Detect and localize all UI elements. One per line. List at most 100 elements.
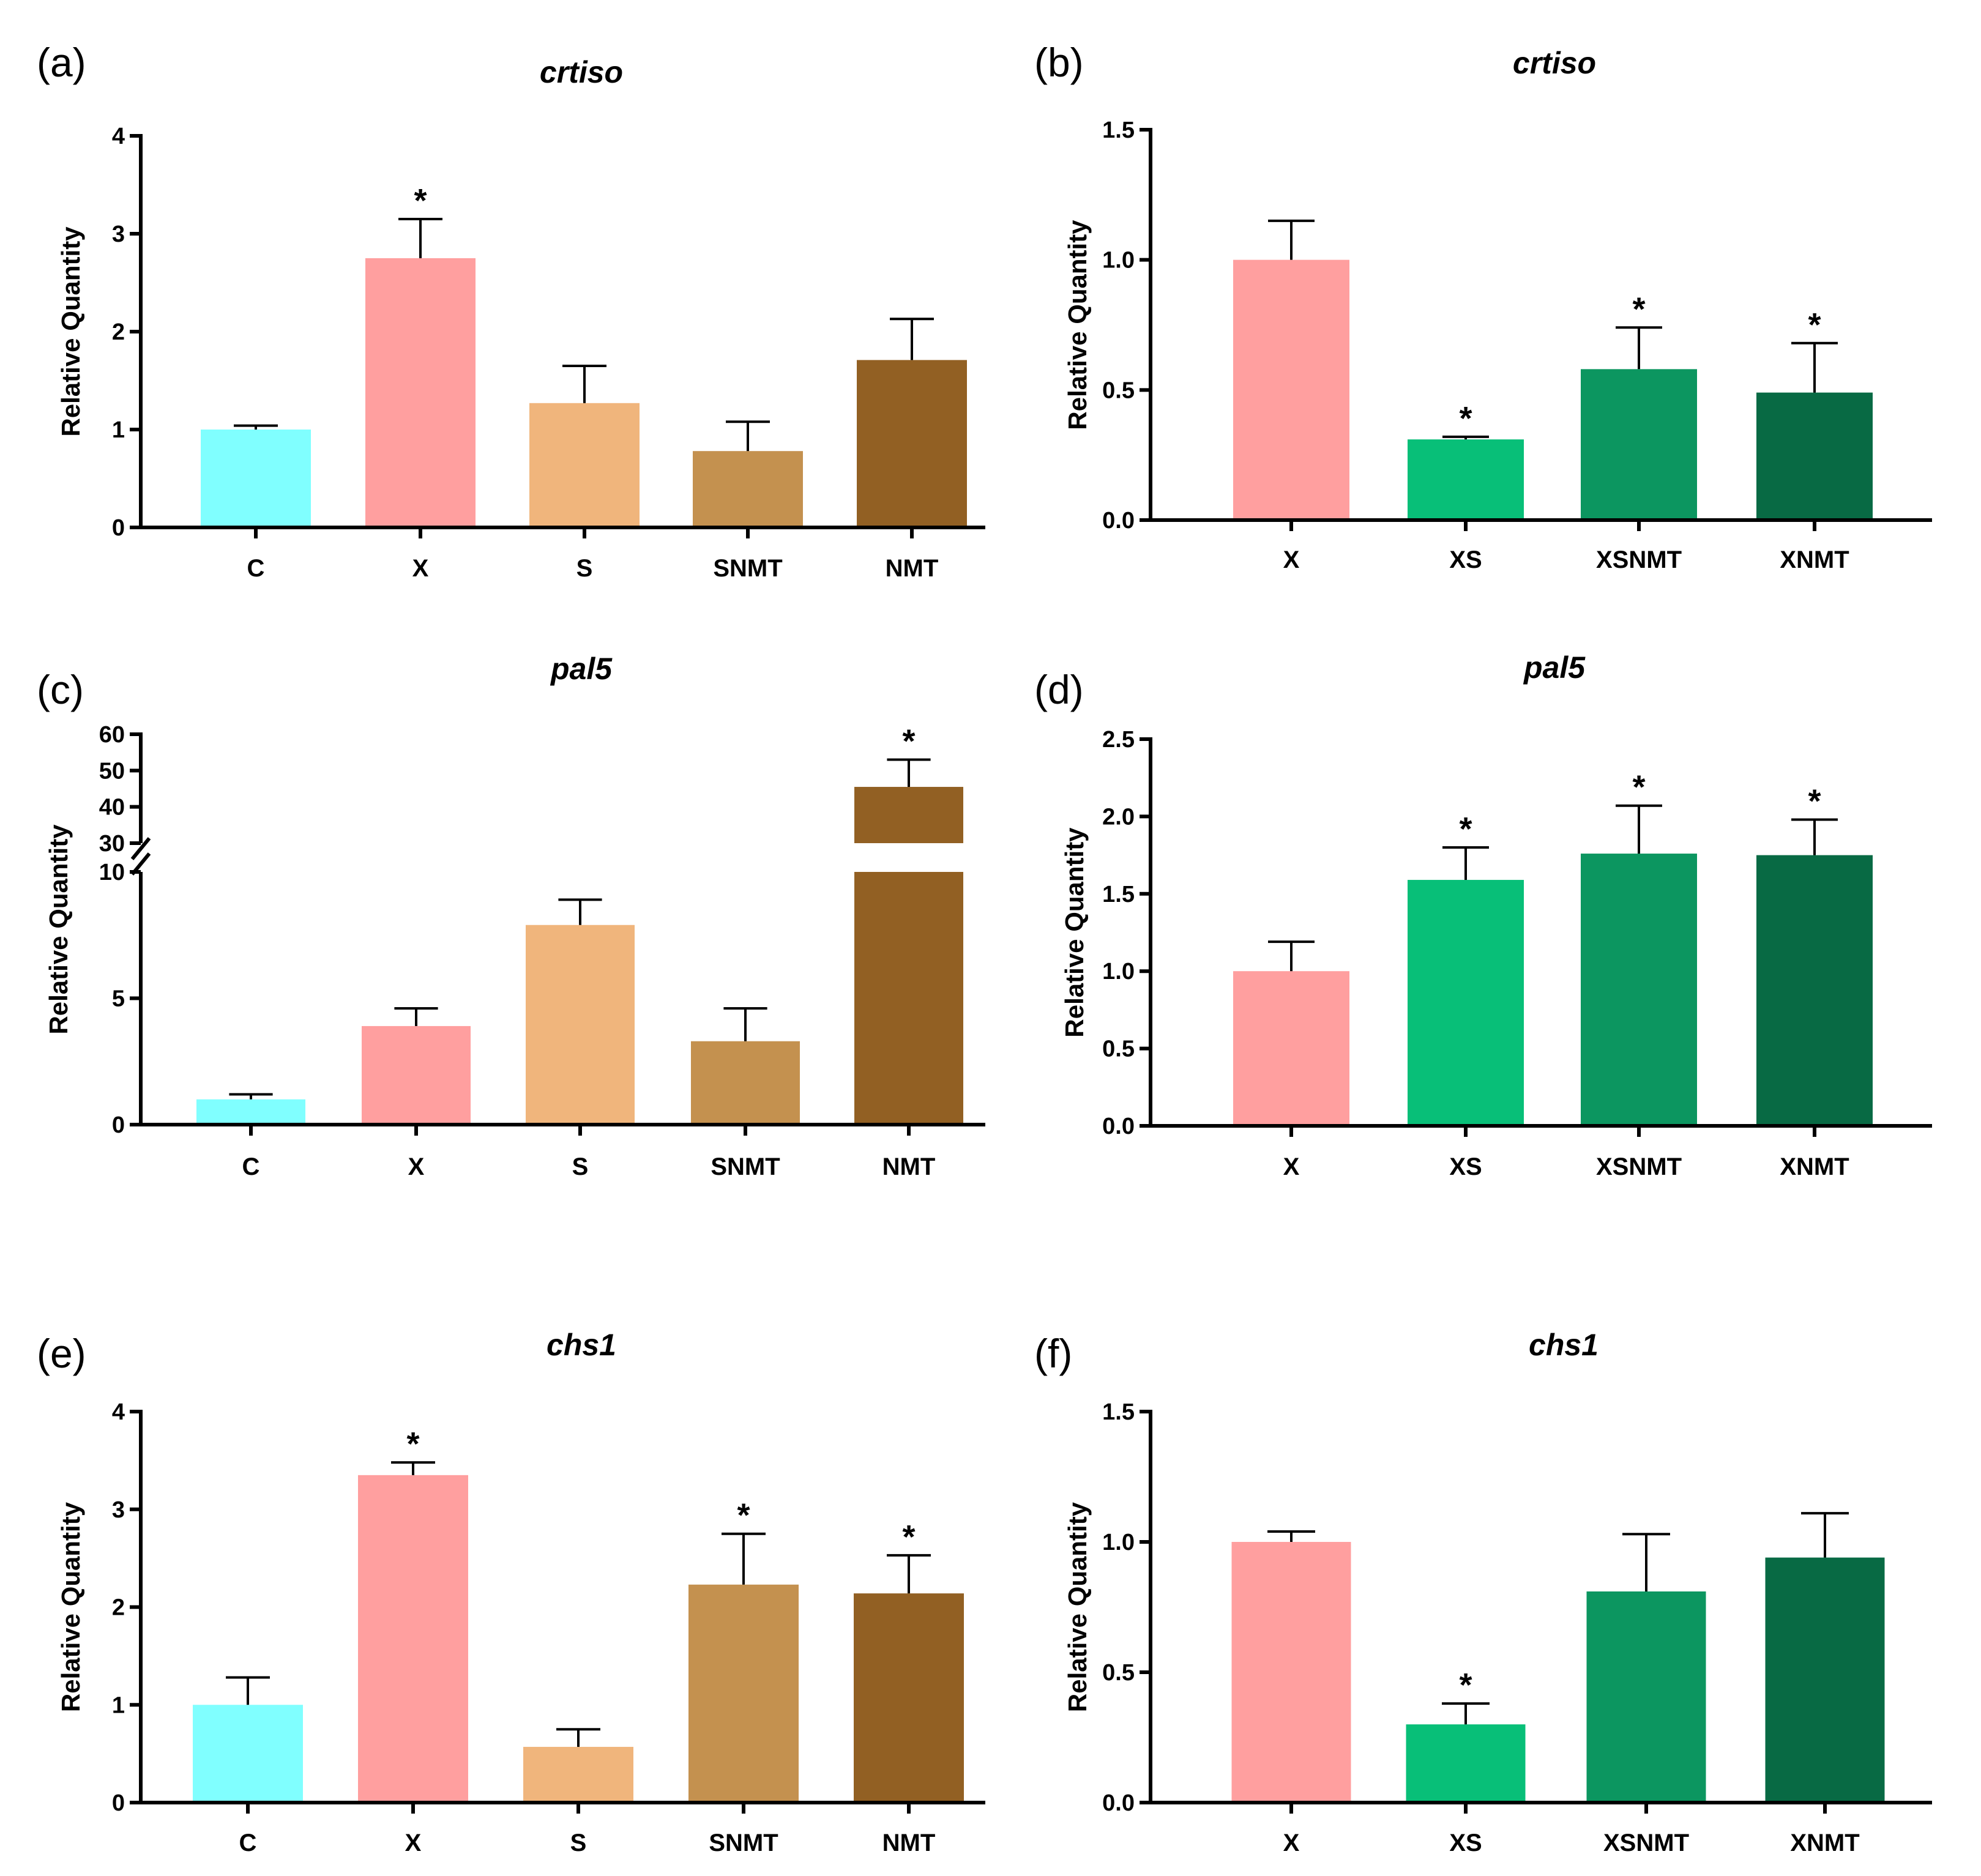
y-tick-label: 1.0 [1102, 1530, 1135, 1555]
y-tick-label: 2.0 [1102, 804, 1135, 830]
bar [362, 1025, 471, 1123]
bar [193, 1705, 303, 1801]
y-tick-label: 50 [99, 758, 125, 784]
y-tick-label: 4 [112, 1399, 125, 1425]
x-tick-label: X [412, 555, 429, 582]
significance-marker: * [406, 1426, 419, 1462]
bar [1581, 854, 1697, 1124]
bar [693, 451, 803, 526]
y-axis-label: Relative Quantity [1063, 1502, 1092, 1712]
panel-label: (c) [37, 667, 84, 712]
y-tick-label: 0 [112, 1790, 125, 1816]
x-tick-label: NMT [886, 555, 939, 582]
chart-title: crtiso [1513, 46, 1596, 80]
y-tick-label: 30 [99, 831, 125, 857]
y-tick-label: 60 [99, 722, 125, 748]
bar [857, 360, 967, 526]
y-tick-label: 0.0 [1102, 1114, 1135, 1139]
significance-marker: * [1459, 811, 1472, 847]
x-tick-label: SNMT [711, 1153, 780, 1180]
panel-b: (b) crtiso Relative Quantity 0.0 0.5 1.0 1.5 X X… [1034, 40, 1932, 573]
x-tick-label: XNMT [1780, 546, 1849, 573]
x-tick-label: XNMT [1780, 1153, 1849, 1180]
significance-marker: * [1808, 307, 1821, 343]
significance-marker: * [1808, 783, 1821, 819]
bar [529, 403, 640, 526]
x-tick-label: C [239, 1829, 257, 1856]
x-tick-label: S [570, 1829, 587, 1856]
y-tick-label: 0 [112, 515, 125, 541]
bar [1765, 1557, 1885, 1801]
y-tick-label: 0 [112, 1112, 125, 1138]
x-tick-label: X [408, 1153, 425, 1180]
bar [688, 1584, 799, 1801]
significance-marker: * [1632, 769, 1645, 806]
x-tick-label: XSNMT [1596, 1153, 1682, 1180]
y-tick-label: 0.0 [1102, 508, 1135, 534]
bar [1408, 439, 1524, 518]
y-tick-label: 5 [112, 986, 125, 1012]
x-tick-label: S [572, 1153, 589, 1180]
x-tick-label: C [247, 555, 265, 582]
bar [1408, 880, 1524, 1124]
y-tick-label: 1.5 [1102, 117, 1135, 143]
significance-marker: * [1632, 291, 1645, 327]
significance-marker: * [902, 723, 915, 760]
panel-label: (a) [37, 40, 86, 85]
x-tick-label: XS [1449, 546, 1482, 573]
bar [196, 1099, 305, 1123]
x-tick-label: XS [1449, 1829, 1482, 1856]
y-tick-label: 2.5 [1102, 727, 1135, 753]
y-tick-label: 10 [99, 860, 125, 885]
bar [1233, 971, 1349, 1124]
bar [854, 1593, 964, 1801]
x-tick-label: NMT [882, 1829, 936, 1856]
y-axis-label: Relative Quantity [56, 1502, 85, 1712]
chart-title: chs1 [547, 1328, 616, 1362]
x-tick-label: X [405, 1829, 422, 1856]
bar [1406, 1724, 1526, 1801]
chart-title: chs1 [1529, 1328, 1599, 1362]
y-tick-label: 0.5 [1102, 1660, 1135, 1686]
bar [526, 925, 635, 1123]
panel-label: (e) [37, 1331, 86, 1376]
bar [1756, 392, 1873, 518]
y-tick-label: 40 [99, 795, 125, 821]
bar-upper-segment [854, 787, 963, 843]
bar [358, 1475, 468, 1801]
bar [1581, 369, 1697, 518]
y-tick-label: 1 [112, 417, 125, 443]
panel-label: (d) [1034, 667, 1084, 712]
panel-label: (f) [1034, 1331, 1072, 1376]
bar [365, 258, 476, 526]
x-tick-label: X [1283, 1153, 1300, 1180]
x-tick-label: XSNMT [1596, 546, 1682, 573]
x-tick-label: X [1283, 1829, 1300, 1856]
chart-title: pal5 [1523, 650, 1586, 685]
y-tick-label: 1.0 [1102, 959, 1135, 985]
bar [1233, 259, 1349, 518]
bar [523, 1746, 633, 1801]
y-tick-label: 3 [112, 221, 125, 247]
chart-title: crtiso [540, 55, 623, 89]
y-tick-label: 3 [112, 1497, 125, 1523]
y-tick-label: 4 [112, 124, 125, 149]
significance-marker: * [737, 1497, 750, 1534]
panel-label: (b) [1034, 40, 1084, 85]
panel-e: (e) chs1 Relative Quantity 0 1 2 3 4 C X * S SNMT * NM… [37, 1328, 985, 1856]
y-tick-label: 2 [112, 1595, 125, 1621]
x-tick-label: C [242, 1153, 260, 1180]
x-tick-label: XSNMT [1603, 1829, 1689, 1856]
bar [691, 1041, 800, 1123]
bar [1231, 1542, 1351, 1801]
chart-title: pal5 [550, 652, 613, 686]
significance-marker: * [1459, 400, 1472, 437]
x-tick-label: XS [1449, 1153, 1482, 1180]
bar [854, 872, 963, 1123]
y-axis-label: Relative Quantity [44, 824, 73, 1035]
y-tick-label: 1.5 [1102, 1399, 1135, 1425]
x-tick-label: XNMT [1790, 1829, 1859, 1856]
y-axis-label: Relative Quantity [56, 226, 85, 437]
y-axis-label: Relative Quantity [1060, 827, 1089, 1038]
